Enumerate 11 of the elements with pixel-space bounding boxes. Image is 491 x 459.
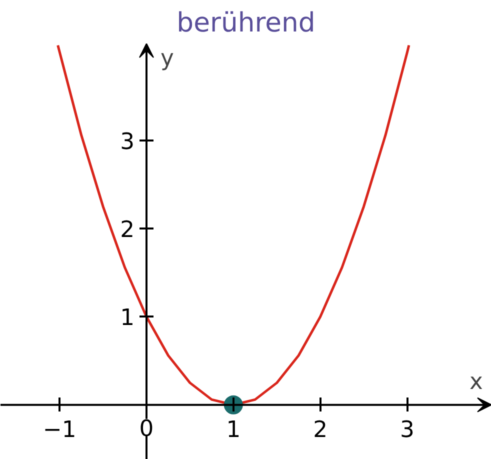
y-tick-label: 3 xyxy=(120,128,135,155)
x-tick-label: 2 xyxy=(313,416,328,443)
x-tick-label: −1 xyxy=(42,416,76,443)
x-tick-label: 1 xyxy=(226,416,241,443)
y-axis-title: y xyxy=(160,46,174,72)
chart-title: berührend xyxy=(176,8,316,38)
x-tick-label: 3 xyxy=(400,416,414,443)
y-tick-label: 1 xyxy=(120,305,135,332)
x-axis-title: x xyxy=(470,368,483,395)
y-tick-label: 2 xyxy=(120,217,135,244)
x-tick-label: 0 xyxy=(139,416,154,442)
